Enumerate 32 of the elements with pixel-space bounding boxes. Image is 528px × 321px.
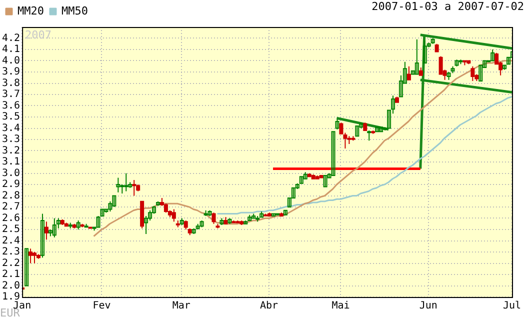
y-tick-label: 2.6: [2, 212, 20, 224]
chart-subtitle: 2007-01-03 a 2007-07-02: [372, 0, 524, 13]
y-tick-label: 2.1: [2, 269, 20, 280]
x-tick-label: Jun: [419, 300, 438, 312]
y-tick-label: 2.0: [2, 280, 20, 292]
x-tick-label: Fev: [92, 300, 111, 312]
y-tick-label: 3.3: [2, 134, 20, 146]
y-tick-label: 2.3: [2, 246, 20, 258]
y-tick-label: 3.5: [2, 112, 20, 123]
legend-label: MM50: [61, 4, 88, 18]
y-tick-label: 3.9: [2, 66, 20, 78]
y-tick-label: 3.0: [2, 168, 20, 179]
y-tick-label: 4.1: [2, 44, 20, 56]
x-tick-label: Mar: [172, 300, 190, 312]
y-tick-label: 2.8: [2, 190, 20, 202]
y-tick-label: 2.7: [2, 202, 20, 213]
x-tick-label: Mai: [332, 300, 350, 312]
x-tick-label: Abr: [260, 300, 278, 312]
x-tick-label: Jul: [502, 300, 522, 312]
y-tick-label: 3.4: [2, 122, 20, 134]
y-tick-label: 3.1: [2, 156, 20, 168]
legend-label: MM20: [18, 4, 44, 18]
y-tick-label: 3.2: [2, 145, 20, 156]
y-tick-label: 2.2: [2, 258, 20, 269]
y-tick-label: 3.6: [2, 100, 20, 112]
y-tick-label: 2.5: [2, 224, 20, 236]
y-tick-label: 3.8: [2, 78, 20, 89]
y-tick-label: 4.2: [2, 32, 20, 44]
y-tick-label: 4.0: [2, 55, 20, 66]
y-tick-label: 2.9: [2, 179, 20, 190]
y-tick-label: 2.4: [2, 235, 20, 246]
y-tick-label: 3.7: [2, 89, 20, 100]
